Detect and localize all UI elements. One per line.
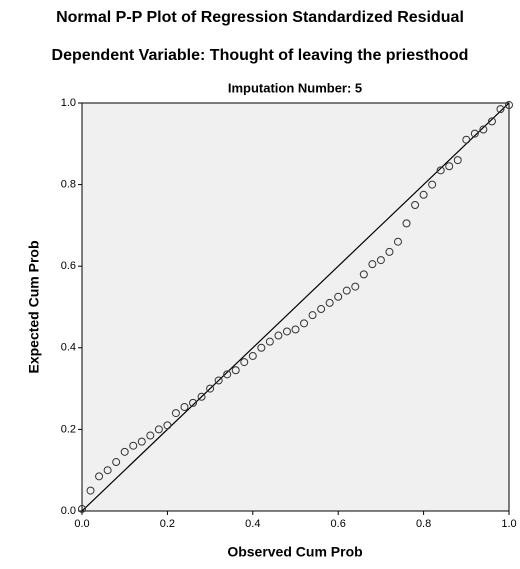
point <box>197 392 206 401</box>
point <box>376 256 385 265</box>
y-tick-label: 1.0 <box>61 97 76 109</box>
point <box>223 370 232 379</box>
point <box>240 358 249 367</box>
y-tick-label: 0.0 <box>61 505 76 517</box>
point <box>300 319 309 328</box>
point <box>334 292 343 301</box>
x-tick-label: 0.2 <box>160 518 175 530</box>
point <box>342 286 351 295</box>
point <box>368 260 377 269</box>
point <box>129 441 138 450</box>
point <box>496 105 505 114</box>
point <box>462 135 471 144</box>
y-tick-label: 0.4 <box>61 342 76 354</box>
point <box>308 311 317 320</box>
point <box>445 162 454 171</box>
y-axis-label: Expected Cum Prob <box>26 240 42 373</box>
point <box>325 298 334 307</box>
point <box>120 447 129 456</box>
point <box>248 351 257 360</box>
point <box>385 247 394 256</box>
point <box>146 431 155 440</box>
point <box>163 421 172 430</box>
point <box>487 117 496 126</box>
point <box>231 366 240 375</box>
point <box>351 282 360 291</box>
point <box>154 425 163 434</box>
point <box>411 201 420 209</box>
annotation: Imputation Number: 5 <box>228 80 362 95</box>
point <box>112 458 121 467</box>
point <box>189 398 198 407</box>
x-tick-label: 0.6 <box>331 518 346 530</box>
point <box>470 129 479 138</box>
x-tick-label: 0.4 <box>245 518 260 530</box>
point <box>274 331 283 340</box>
point <box>103 466 112 475</box>
y-tick-label: 0.6 <box>61 260 76 272</box>
point <box>265 337 274 346</box>
point <box>78 504 86 513</box>
point <box>206 384 215 393</box>
chart-title: Normal P-P Plot of Regression Standardiz… <box>56 9 464 26</box>
chart-subtitle: Dependent Variable: Thought of leaving t… <box>52 47 469 64</box>
point <box>453 156 462 165</box>
point <box>137 437 146 446</box>
x-tick-label: 1.0 <box>501 518 516 530</box>
point <box>479 125 488 134</box>
point <box>171 409 180 418</box>
point <box>436 166 445 175</box>
x-tick-label: 0.8 <box>416 518 431 530</box>
point <box>214 376 223 385</box>
point <box>402 219 411 228</box>
point <box>419 190 428 199</box>
point <box>282 327 291 336</box>
point <box>393 237 402 246</box>
point <box>95 472 104 481</box>
point <box>180 402 189 411</box>
point <box>86 486 95 495</box>
point <box>317 305 326 314</box>
point <box>428 180 437 189</box>
x-tick-label: 0.0 <box>74 518 89 530</box>
y-tick-label: 0.8 <box>61 179 76 191</box>
point <box>257 343 266 352</box>
y-tick-label: 0.2 <box>61 423 76 435</box>
reference-line <box>81 102 510 512</box>
point <box>291 325 300 334</box>
x-axis-label: Observed Cum Prob <box>227 544 362 560</box>
point <box>505 101 513 110</box>
point <box>359 270 368 279</box>
